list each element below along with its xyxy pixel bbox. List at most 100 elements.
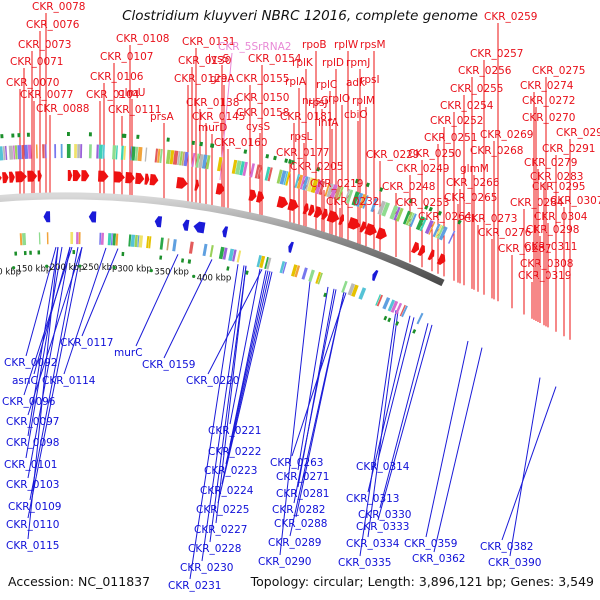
reverse-gene-arrow [222,226,229,238]
trna-marker [291,160,295,165]
cog-color-block [38,232,41,245]
trna-marker [11,133,15,138]
forward-gene-label: CKR_0107 [100,51,153,63]
cog-color-block [381,202,390,217]
cog-color-block [299,175,306,190]
forward-gene-label: CKR_0259 [484,11,537,23]
cog-color-block [432,223,441,238]
cog-color-block [305,177,311,191]
forward-gene-arrow [37,170,42,182]
forward-gene-label: prsA [150,111,174,123]
label-leader-line [377,317,415,461]
cog-color-block [99,232,102,245]
label-leader-line [225,270,269,465]
cog-color-block [134,234,138,248]
cog-color-block [60,144,63,158]
scale-tick-label: 350 kbp [154,268,189,278]
reverse-gene-label: CKR_0092 [4,357,57,369]
forward-gene-label: infA [318,117,339,129]
forward-gene-arrow [144,173,150,185]
trna-marker [210,143,214,148]
forward-gene-label: CKR_0077 [20,89,73,101]
label-leader-line [163,259,213,359]
forward-gene-arrow [302,203,309,215]
reverse-gene-arrow [193,221,206,234]
forward-gene-label: CKR_0307 [550,195,600,207]
cog-color-block [159,237,164,250]
trna-marker [136,134,140,139]
reverse-gene-label: CKR_0101 [4,459,57,471]
forward-gene-label: CKR_0145 [192,111,245,123]
cog-color-block [120,145,124,160]
forward-gene-arrow [256,191,265,203]
scale-tick-dot [45,264,49,268]
reverse-gene-label: CKR_0114 [42,375,96,387]
trna-marker [226,266,230,271]
cog-color-block [358,287,367,300]
cog-color-block [166,238,170,251]
forward-gene-label: CKR_0129 [174,73,227,85]
cog-color-block [191,152,196,168]
forward-gene-label: rpsM [360,39,386,51]
trna-marker [37,250,41,255]
cog-color-block [131,146,136,161]
forward-gene-arrow [307,204,315,216]
reverse-gene-arrow [288,241,294,253]
reverse-gene-arrow [372,270,379,282]
forward-gene-label: CKR_0130 [178,55,231,67]
reverse-gene-label: CKR_0222 [208,446,261,458]
cog-color-block [310,178,319,194]
trna-marker [379,187,384,192]
cog-color-block [428,221,436,235]
cog-color-block [435,224,443,238]
forward-gene-label: CKR_0131 [182,36,235,48]
forward-gene-label: CKR_0295 [532,181,585,193]
cog-color-block [351,191,360,206]
cog-color-block [14,145,18,160]
trna-marker [67,132,70,136]
trna-marker [288,159,292,164]
reverse-gene-label: CKR_0271 [276,471,329,483]
forward-gene-arrow [149,174,159,186]
forward-gene-label: adk [346,77,366,89]
cog-color-block [438,226,448,241]
cog-color-block [326,183,334,198]
cog-color-block [279,261,286,274]
cog-color-block [172,239,177,252]
forward-gene-label: CKR_0269 [480,129,533,141]
cog-color-block [382,297,391,310]
forward-gene-label: CKR_0078 [32,1,85,13]
reverse-gene-label: CKR_0362 [412,553,465,565]
trna-marker [265,154,270,159]
forward-gene-label: CKR_0158 [236,107,289,119]
forward-gene-label: rplC [316,79,337,91]
cog-color-block [98,144,103,159]
forward-gene-arrow [326,210,340,223]
cog-color-block [337,186,344,201]
reverse-gene-label: CKR_0334 [346,538,400,550]
cog-color-block [144,147,148,162]
trna-marker [243,149,248,154]
cog-color-block [317,272,323,285]
forward-gene-arrow [427,249,435,261]
cog-color-block [256,255,262,268]
forward-gene-arrow [436,253,446,265]
forward-gene-label: CKR_0248 [382,181,435,193]
cog-color-block [395,302,403,315]
forward-gene-label: CKR_0283 [530,171,583,183]
reverse-gene-label: CKR_0263 [270,457,323,469]
reverse-gene-label: CKR_0223 [204,465,257,477]
cog-color-block [21,145,25,160]
reverse-gene-arrow [88,211,97,223]
cog-color-block [448,230,456,244]
trna-marker [284,158,288,163]
forward-gene-label: CKR_0287 [498,243,551,255]
cog-color-block [198,154,204,169]
forward-gene-arrow [338,214,344,226]
cog-color-block [42,144,45,159]
cog-color-block [415,216,425,231]
cog-color-block [169,150,175,165]
label-leader-line [27,246,71,479]
cog-color-block [19,233,23,246]
label-leader-line [27,246,59,540]
